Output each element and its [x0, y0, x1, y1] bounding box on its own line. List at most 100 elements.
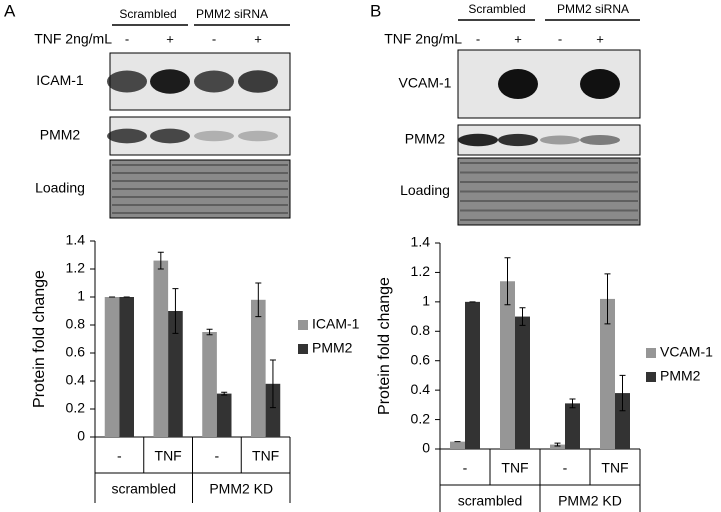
y-tick-label: 0.6: [411, 351, 431, 367]
x-tick-label: TNF: [501, 460, 528, 476]
group-label: PMM2 KD: [558, 493, 622, 509]
bar: [500, 281, 515, 449]
y-tick-label: 0.2: [411, 410, 431, 426]
blot-band: [238, 70, 278, 93]
bar: [565, 403, 580, 449]
legend-swatch: [646, 372, 656, 382]
treatment-label: TNF 2ng/mL: [384, 31, 462, 47]
legend-swatch: [646, 348, 656, 358]
bar: [515, 316, 530, 449]
error-bar: [255, 282, 262, 318]
legend-swatch: [298, 320, 308, 330]
y-tick-label: 1: [422, 293, 430, 309]
treatment: -: [476, 31, 480, 46]
treatment: +: [254, 31, 262, 46]
y-tick-label: 1.2: [66, 260, 86, 276]
x-tick-label: -: [563, 460, 568, 476]
bar: [153, 260, 169, 437]
bar: [216, 393, 232, 437]
group-label: PMM2 siRNA: [196, 7, 268, 21]
treatment: +: [166, 31, 174, 46]
blot-band: [194, 130, 234, 142]
legend-label: ICAM-1: [312, 316, 360, 332]
bar: [450, 441, 465, 449]
legend-label: PMM2: [312, 340, 353, 356]
legend-label: PMM2: [660, 368, 701, 384]
bar: [119, 297, 134, 437]
error-bar: [619, 374, 626, 412]
error-bar: [504, 257, 511, 306]
blot-band: [580, 69, 620, 99]
y-axis-label: Protein fold change: [31, 270, 48, 408]
error-bar: [269, 359, 276, 409]
y-tick-label: 0.8: [411, 322, 431, 338]
treatment: -: [558, 31, 562, 46]
bar: [615, 393, 630, 449]
blot-band: [498, 69, 538, 99]
group-label: Scrambled: [119, 7, 176, 21]
y-axis-label: Protein fold change: [376, 277, 393, 415]
blot-band: [194, 70, 234, 93]
group-label: scrambled: [458, 493, 523, 509]
bar: [550, 444, 565, 449]
blot-row-label: PMM2: [40, 127, 81, 143]
y-tick-label: 1.2: [411, 263, 431, 279]
treatment: -: [125, 31, 129, 46]
error-bar: [172, 288, 179, 334]
legend-label: VCAM-1: [660, 344, 713, 360]
treatment: -: [212, 31, 216, 46]
blot-band: [498, 133, 538, 147]
blot-band: [580, 135, 620, 145]
blot-row-label: VCAM-1: [399, 75, 452, 91]
y-tick-label: 0.4: [411, 381, 431, 397]
x-tick-label: -: [463, 460, 468, 476]
error-bar: [157, 251, 164, 270]
bar: [202, 332, 217, 437]
bar: [600, 298, 615, 449]
blot-band: [238, 130, 278, 142]
group-label: PMM2 KD: [209, 481, 273, 497]
bar: [168, 311, 183, 437]
blot-band: [540, 135, 580, 145]
blot-row-label: ICAM-1: [36, 72, 84, 88]
bar: [251, 299, 266, 437]
blot-row-label: Loading: [400, 182, 450, 198]
y-tick-label: 0: [422, 440, 430, 456]
blot-band: [150, 128, 190, 144]
x-tick-label: TNF: [601, 460, 628, 476]
bar: [465, 301, 480, 449]
blot-row-label: Loading: [35, 180, 85, 196]
y-tick-label: 1.4: [411, 234, 431, 250]
error-bar: [221, 391, 228, 396]
blot-band: [458, 133, 498, 147]
blot-band: [107, 70, 147, 93]
y-tick-label: 1.4: [66, 232, 86, 248]
legend-swatch: [298, 344, 308, 354]
group-label: PMM2 siRNA: [557, 2, 629, 16]
bar: [104, 297, 120, 437]
blot-row-label: PMM2: [405, 131, 446, 147]
y-tick-label: 0.2: [66, 400, 86, 416]
group-label: Scrambled: [468, 2, 525, 16]
error-bar: [206, 328, 213, 336]
y-tick-label: 0.8: [66, 316, 86, 332]
x-tick-label: -: [117, 448, 122, 464]
error-bar: [604, 273, 611, 325]
panel-letter: B: [370, 1, 381, 20]
blot-band: [150, 69, 190, 94]
bar: [265, 383, 281, 437]
blot-band: [107, 128, 147, 144]
x-tick-label: TNF: [252, 448, 279, 464]
group-label: scrambled: [111, 481, 176, 497]
error-bar: [554, 442, 561, 447]
y-tick-label: 1: [77, 288, 85, 304]
error-bar: [519, 307, 526, 326]
treatment: +: [514, 31, 522, 46]
x-tick-label: -: [215, 448, 220, 464]
treatment-label: TNF 2ng/mL: [34, 31, 112, 47]
y-tick-label: 0.6: [66, 344, 86, 360]
error-bar: [569, 398, 576, 409]
y-tick-label: 0.4: [66, 372, 86, 388]
panel-letter: A: [4, 1, 16, 20]
